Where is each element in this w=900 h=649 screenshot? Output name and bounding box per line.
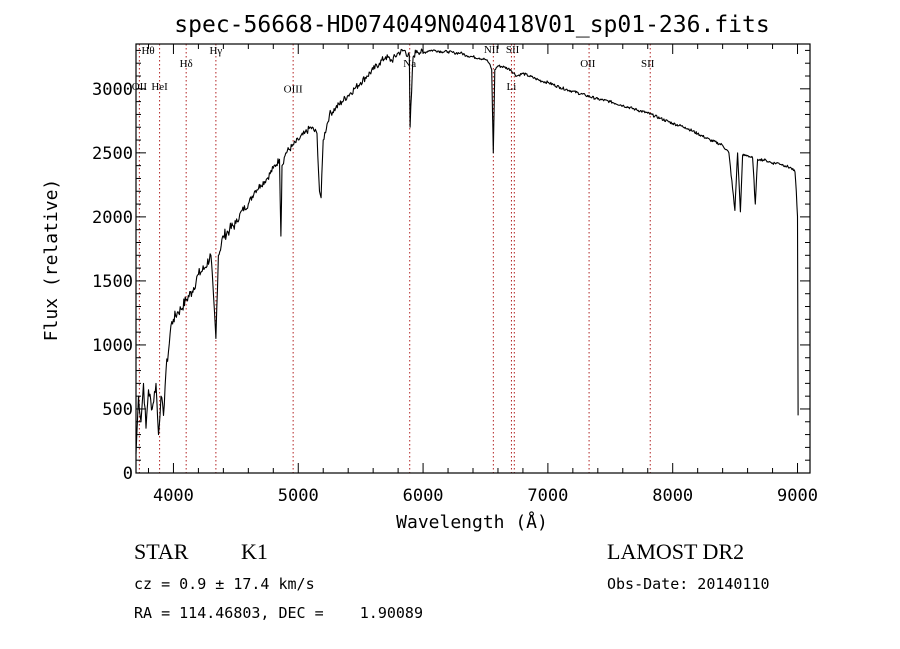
line-annotation: HeI bbox=[151, 81, 168, 93]
x-tick-label: 7000 bbox=[527, 486, 568, 506]
x-tick-label: 8000 bbox=[652, 486, 693, 506]
object-class: STAR bbox=[134, 539, 189, 564]
line-annotation: Hγ bbox=[209, 45, 222, 57]
chart-title: spec-56668-HD074049N040418V01_sp01-236.f… bbox=[174, 12, 769, 38]
x-tick-label: 5000 bbox=[278, 486, 319, 506]
y-axis-label: Flux (relative) bbox=[41, 179, 62, 342]
object-subclass: K1 bbox=[241, 539, 268, 564]
y-tick-label: 1500 bbox=[92, 272, 133, 292]
line-annotation: OII bbox=[132, 81, 148, 93]
line-annotation: SII bbox=[641, 58, 655, 70]
line-annotation: Hθ bbox=[141, 45, 154, 57]
line-annotation: Li bbox=[507, 81, 517, 93]
line-annotation: OIII bbox=[284, 84, 303, 96]
reference-lines bbox=[138, 44, 651, 473]
y-tick-label: 0 bbox=[123, 464, 133, 484]
y-tick-label: 3000 bbox=[92, 80, 133, 100]
x-axis-ticks: 4000 5000 6000 7000 8000 9000 bbox=[147, 44, 818, 506]
obs-date-text: Obs-Date: 20140110 bbox=[607, 575, 770, 593]
y-tick-label: 500 bbox=[102, 400, 133, 420]
x-tick-label: 6000 bbox=[403, 486, 444, 506]
line-annotation: Hδ bbox=[180, 58, 193, 70]
spectrum-line bbox=[135, 48, 799, 454]
line-annotation: OII bbox=[580, 58, 596, 70]
y-tick-label: 1000 bbox=[92, 336, 133, 356]
x-tick-label: 9000 bbox=[777, 486, 818, 506]
coordinates-text: RA = 114.46803, DEC = 1.90089 bbox=[134, 604, 423, 622]
plot-frame bbox=[135, 43, 811, 474]
y-axis-ticks: 0 500 1000 1500 2000 2500 3000 bbox=[92, 49, 810, 484]
line-annotation: NII bbox=[484, 44, 500, 56]
y-tick-label: 2000 bbox=[92, 208, 133, 228]
y-tick-label: 2500 bbox=[92, 144, 133, 164]
line-annotation: SII bbox=[506, 44, 520, 56]
x-tick-label: 4000 bbox=[153, 486, 194, 506]
survey-label: LAMOST DR2 bbox=[607, 539, 745, 564]
x-axis-label: Wavelength (Å) bbox=[396, 511, 548, 533]
velocity-text: cz = 0.9 ± 17.4 km/s bbox=[134, 575, 315, 593]
